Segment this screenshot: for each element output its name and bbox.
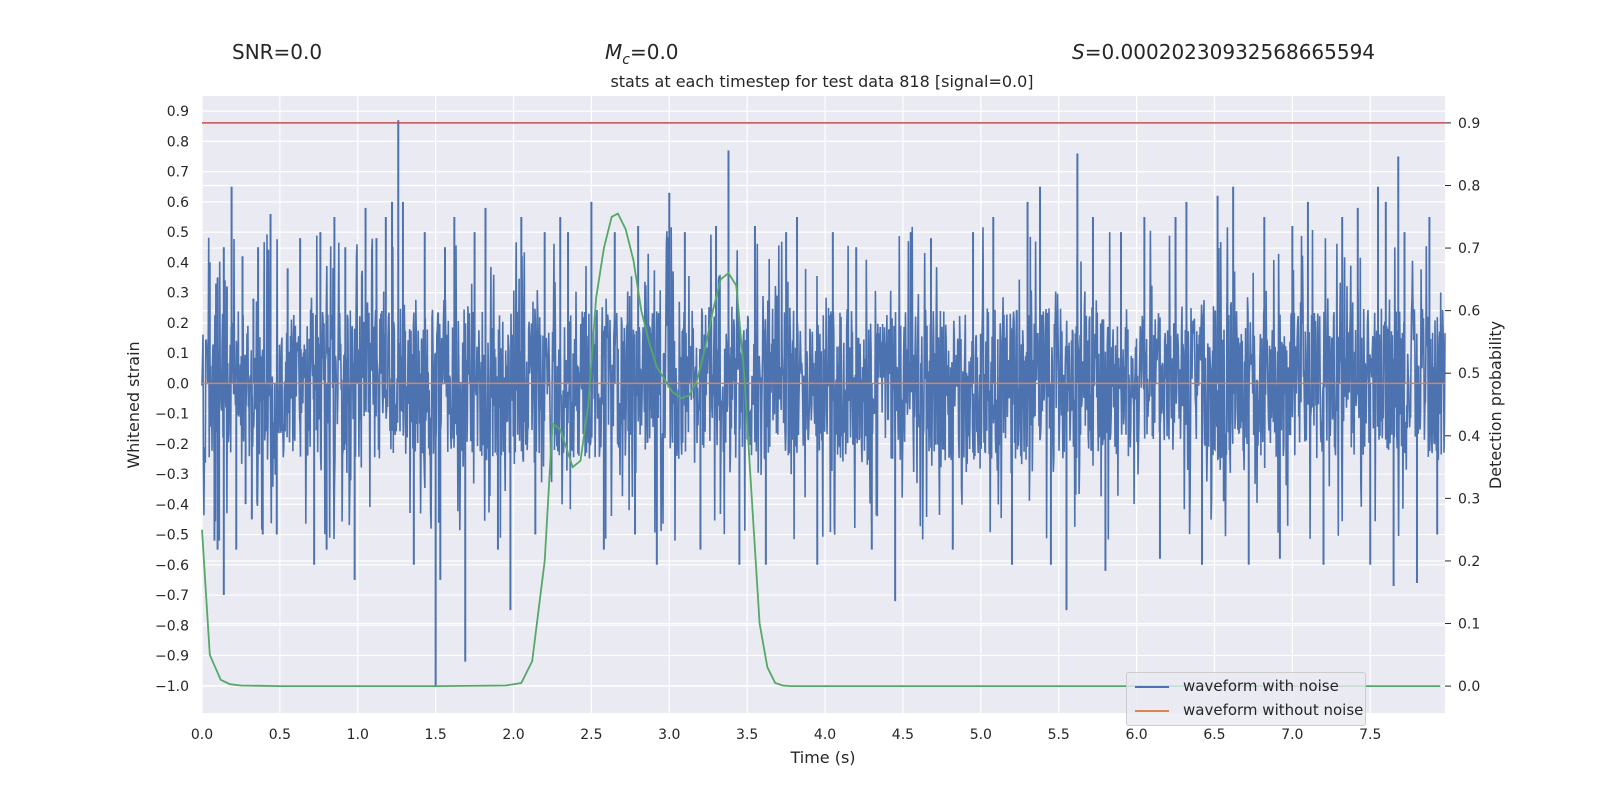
legend-label-clean: waveform without noise [1183,701,1364,719]
legend: waveform with noise waveform without noi… [1126,672,1366,726]
x-tick-label: 3.5 [736,727,758,743]
y-tick-label: −0.5 [155,528,189,544]
series-waveform-with-noise [201,120,1446,686]
y-tick-label: −1.0 [155,679,189,695]
y-tick-label: 0.5 [167,225,189,241]
x-tick-label: 7.5 [1359,727,1381,743]
chirp-mass-value: =0.0 [629,40,679,64]
x-tick-label: 3.0 [658,727,680,743]
x-tick-label: 4.0 [814,727,836,743]
y2-tick-label: 0.4 [1458,429,1480,445]
y-tick-label: 0.0 [167,376,189,392]
y2-tick-label: 0.7 [1458,241,1480,257]
y-tick-label: 0.9 [167,104,189,120]
y2-tick-label: 0.2 [1458,554,1480,570]
legend-swatch-clean [1135,710,1169,712]
x-tick-label: 6.0 [1125,727,1147,743]
x-tick-label: 1.0 [347,727,369,743]
x-tick-label: 0.5 [269,727,291,743]
y2-tick-label: 0.5 [1458,366,1480,382]
chirp-mass-label: Mc=0.0 [605,40,679,68]
y-tick-label: −0.3 [155,467,189,483]
y-tick-label: 0.4 [167,255,189,271]
y-tick-label: 0.2 [167,316,189,332]
snr-label: SNR=0.0 [232,40,323,64]
noise-waveform-line [201,226,1446,541]
y-tick-label: −0.7 [155,588,189,604]
legend-swatch-noise [1135,686,1169,688]
x-tick-label: 6.5 [1203,727,1225,743]
y-tick-label: −0.2 [155,437,189,453]
y-tick-label: −0.8 [155,618,189,634]
y2-tick-label: 0.6 [1458,304,1480,320]
x-tick-label: 1.5 [425,727,447,743]
y-tick-label: −0.9 [155,649,189,665]
y-tick-label: 0.3 [167,286,189,302]
axis-ticks: 0.0 0.5 1.0 1.5 2.0 2.5 3.0 3.5 4.0 4.5 5.0 5.5 6.0 6… [155,104,1480,743]
y-tick-label: 0.7 [167,165,189,181]
y2-tick-label: 0.3 [1458,491,1480,507]
x-tick-label: 7.0 [1281,727,1303,743]
y-tick-label: −0.6 [155,558,189,574]
x-tick-label: 5.5 [1048,727,1070,743]
x-tick-label: 0.0 [191,727,213,743]
x-axis-label: Time (s) [789,748,855,767]
x-tick-label: 2.0 [502,727,524,743]
chirp-mass-symbol: M [605,40,623,64]
y-tick-label: −0.1 [155,407,189,423]
x-tick-label: 2.5 [580,727,602,743]
y2-axis-label: Detection probability [1486,321,1505,489]
chart-title: stats at each timestep for test data 818… [610,72,1034,91]
series-detection-probability [201,212,1441,687]
probability-line [201,212,1441,687]
s-statistic-value: =0.00020230932568665594 [1084,40,1376,64]
x-tick-label: 4.5 [892,727,914,743]
y2-tick-label: 0.1 [1458,617,1480,633]
x-tick-label: 5.0 [970,727,992,743]
legend-label-noise: waveform with noise [1183,677,1339,695]
y-tick-label: 0.1 [167,346,189,362]
y2-tick-label: 0.0 [1458,679,1480,695]
y2-tick-label: 0.9 [1458,116,1480,132]
chirp-mass-subscript: c [622,52,630,68]
y-axis-label: Whitened strain [124,341,143,468]
y-tick-label: 0.8 [167,134,189,150]
y-tick-label: 0.6 [167,195,189,211]
s-statistic-label: S=0.00020230932568665594 [1072,40,1375,64]
s-statistic-symbol: S [1072,40,1085,64]
y-tick-label: −0.4 [155,497,189,513]
y2-tick-label: 0.8 [1458,178,1480,194]
